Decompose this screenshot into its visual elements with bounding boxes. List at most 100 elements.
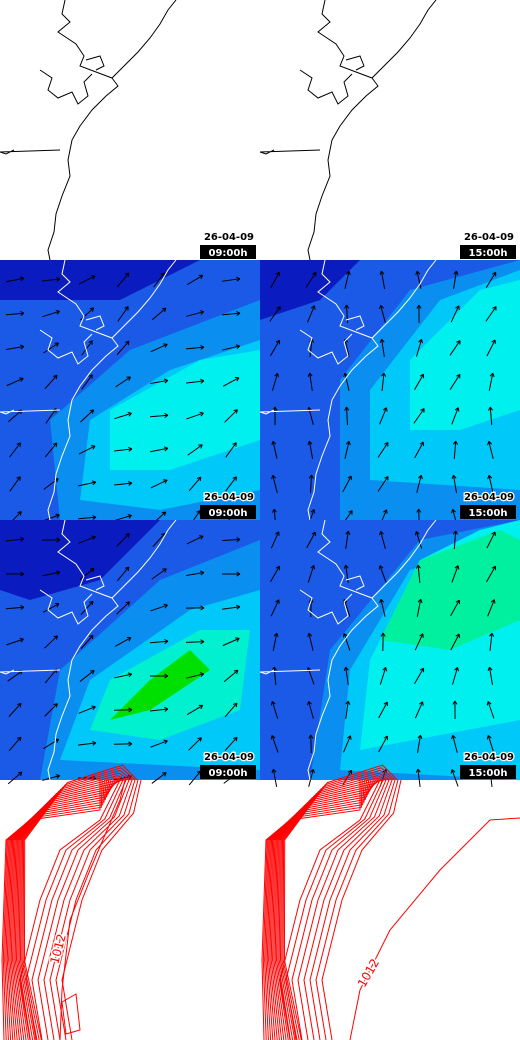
wind-arrow (308, 633, 314, 651)
wind-arrow (115, 376, 131, 388)
isobar (61, 993, 81, 1035)
isobar (19, 772, 132, 1040)
time-box (200, 765, 256, 779)
wind-arrow-head (346, 735, 352, 740)
wind-arrow-head (232, 702, 238, 708)
isobar (59, 779, 126, 1040)
wind-arrow-head (455, 599, 461, 605)
wind-arrow-head (55, 570, 61, 576)
wind-arrow (488, 441, 494, 459)
wind-arrow-head (454, 666, 459, 672)
wind-arrow-head (200, 605, 205, 611)
wind-arrow-head (415, 768, 421, 773)
wind-arrow-head (196, 476, 202, 482)
wind-arrow (486, 565, 496, 583)
wind-arrow-head (199, 672, 205, 678)
wind-arrow-head (382, 667, 388, 672)
wind-arrow-head (312, 272, 317, 277)
wind-arrow (186, 380, 204, 384)
wind-arrow-head (419, 441, 424, 447)
wind-arrow (80, 307, 94, 321)
wind-arrow (489, 406, 493, 426)
wind-arrow (222, 278, 240, 282)
wind-arrow-head (233, 736, 238, 742)
wind-arrow (225, 476, 237, 492)
wind-arrow (188, 476, 202, 492)
wind-arrow-head (20, 536, 25, 542)
isobar (13, 779, 121, 1040)
wind-arrow-head (419, 633, 424, 638)
wind-arrow-head (308, 734, 314, 739)
wind-arrow (271, 735, 279, 753)
wind-arrow-head (417, 598, 423, 604)
wind-arrow (43, 738, 59, 750)
wind-arrow-head (199, 411, 204, 417)
isobar (282, 767, 396, 1040)
wind-arrow-head (275, 599, 280, 604)
wind-arrow-head (383, 701, 388, 707)
wind-arrow (152, 533, 166, 547)
wind-arrow (114, 637, 132, 647)
wind-arrow-head (125, 533, 130, 538)
wind-arrow-head (271, 440, 277, 446)
wind-arrow (449, 374, 461, 390)
wind-arrow (307, 305, 315, 323)
wind-arrow (78, 275, 96, 285)
wind-arrow-head (88, 374, 93, 379)
wind-arrow (343, 735, 351, 753)
wind-arrow (186, 412, 204, 420)
wind-arrow (378, 701, 388, 719)
wind-arrow (224, 702, 238, 718)
wind-arrow-head (347, 475, 352, 481)
wind-arrow-head (456, 340, 461, 345)
wind-arrow (45, 408, 57, 424)
map-panel: 26-04-09 15:00h (259, 259, 520, 528)
wind-arrow (5, 538, 25, 542)
wind-arrow-head (164, 639, 169, 644)
wind-arrow-head (311, 531, 316, 537)
wind-arrow-head (128, 446, 133, 452)
wind-arrow (116, 272, 130, 288)
wind-arrow (270, 599, 280, 617)
wind-arrow-head (451, 474, 457, 480)
wind-arrow (6, 345, 24, 351)
wind-arrow (225, 442, 237, 458)
wind-arrow-head (384, 442, 389, 447)
wind-arrow-head (53, 703, 58, 708)
wind-arrow-head (235, 344, 241, 350)
wind-arrow-head (163, 479, 168, 484)
wind-arrow (489, 667, 493, 685)
wind-arrow (416, 339, 422, 357)
isobar (25, 779, 124, 1040)
wind-arrow-head (91, 480, 97, 486)
wind-arrow (222, 606, 240, 610)
wind-arrow-head (20, 311, 25, 316)
wind-arrow-head (383, 735, 388, 741)
wind-arrow-head (419, 667, 425, 673)
wind-arrow (309, 373, 313, 391)
isobar (12, 779, 118, 1040)
wind-arrow-head (20, 605, 25, 610)
wind-arrow (150, 447, 168, 453)
wind-arrow-head (19, 637, 24, 643)
time-box (460, 505, 516, 519)
wind-arrow-head (275, 339, 281, 345)
wind-arrow-head (379, 598, 385, 604)
wind-arrow-head (198, 704, 204, 710)
wind-arrow-head (128, 707, 133, 713)
field-region (410, 280, 520, 430)
isobar (303, 779, 393, 1040)
wind-arrow-head (197, 737, 202, 742)
wind-arrow-head (163, 446, 169, 452)
wind-arrow-head (163, 378, 169, 384)
wind-arrow-head (236, 571, 241, 577)
wind-arrow (416, 475, 422, 493)
isobar (279, 772, 392, 1040)
wind-arrow-head (342, 633, 348, 638)
wind-arrow (149, 414, 169, 418)
wind-arrow-head (381, 372, 387, 377)
wind-arrow (269, 306, 281, 322)
wind-arrow-head (271, 508, 277, 513)
wind-arrow-head (418, 338, 424, 344)
wind-arrow (186, 535, 204, 545)
